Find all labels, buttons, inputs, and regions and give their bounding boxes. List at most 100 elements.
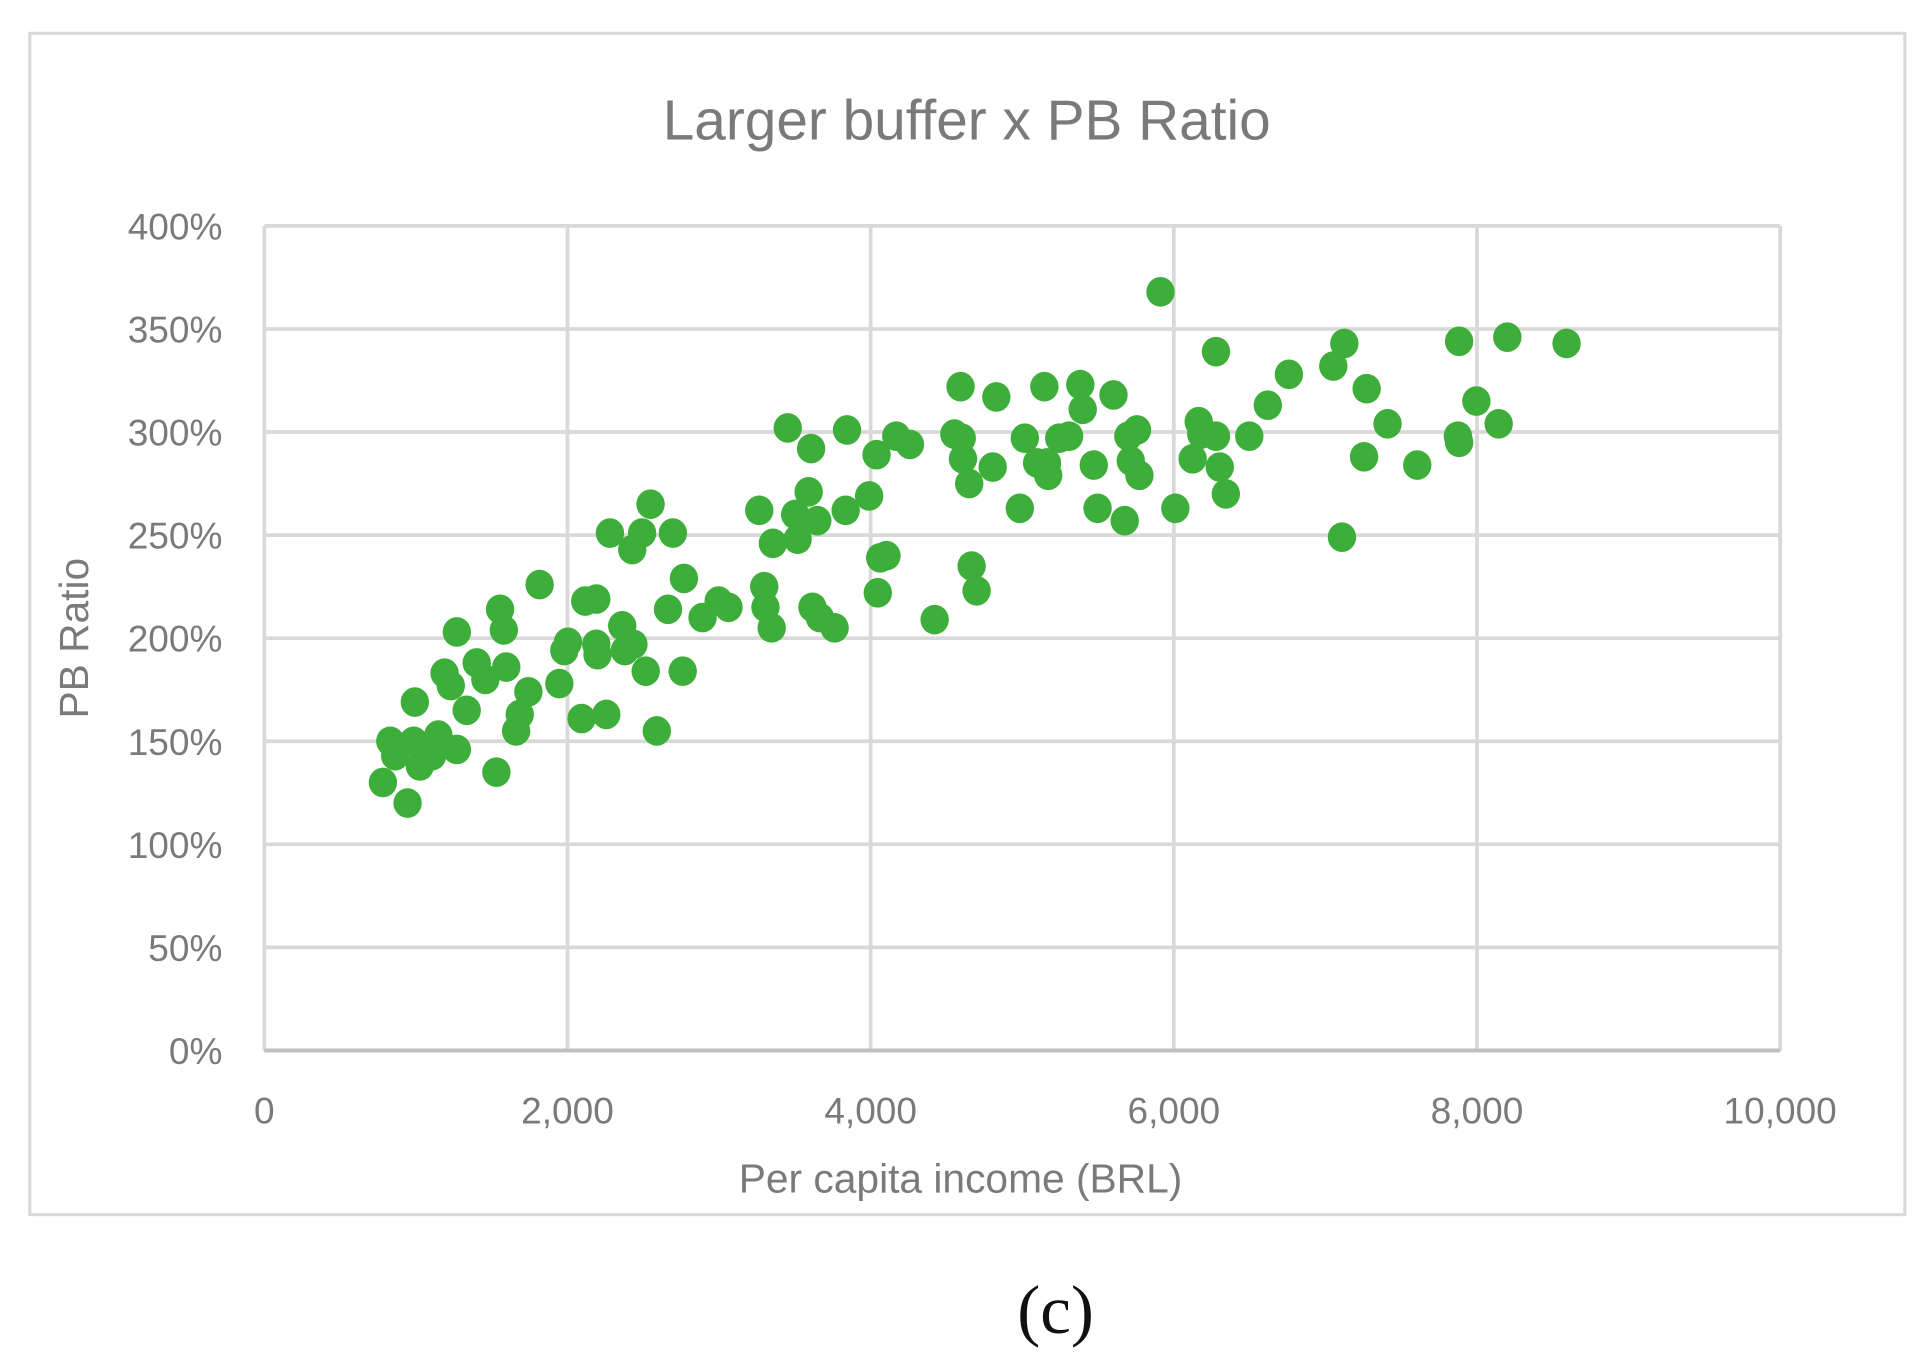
data-point: [1205, 452, 1234, 482]
data-point: [1462, 386, 1491, 416]
x-tick-label: 8,000: [1431, 1089, 1524, 1131]
data-point: [780, 499, 810, 530]
data-point: [1066, 369, 1095, 400]
data-point: [525, 569, 554, 600]
data-point: [505, 699, 534, 730]
data-point: [948, 444, 978, 474]
data-point: [1033, 460, 1063, 491]
data-point: [962, 575, 991, 606]
data-point: [393, 788, 422, 818]
data-point: [653, 594, 683, 625]
data-point: [863, 578, 892, 608]
data-point: [1327, 522, 1357, 552]
data-point: [489, 615, 519, 645]
y-tick-label: 50%: [148, 927, 222, 969]
data-point: [872, 540, 901, 571]
data-point: [583, 639, 612, 670]
data-point: [831, 495, 860, 526]
data-point: [1444, 326, 1474, 357]
data-point: [745, 495, 774, 526]
data-point: [1235, 421, 1264, 451]
data-point: [820, 613, 849, 643]
data-point: [631, 656, 660, 686]
x-tick-label: 4,000: [824, 1089, 917, 1131]
data-point: [1054, 421, 1084, 451]
data-point: [1099, 380, 1128, 410]
y-tick-label: 0%: [169, 1030, 223, 1072]
data-point: [1030, 371, 1059, 402]
x-tick-label: 10,000: [1724, 1089, 1837, 1131]
data-point: [714, 592, 743, 623]
y-tick-label: 250%: [128, 515, 223, 557]
data-point: [978, 452, 1007, 482]
data-point: [492, 652, 521, 682]
data-point: [832, 415, 862, 445]
data-point: [668, 656, 697, 686]
data-point: [1349, 441, 1379, 472]
data-point: [1330, 328, 1359, 359]
tick-labels: 0% 50% 100% 150% 200% 250% 300% 350% 400% 0 2,000 4…: [128, 205, 1837, 1131]
data-point: [946, 371, 975, 402]
data-point: [582, 584, 611, 614]
data-point: [642, 716, 671, 746]
data-point: [592, 699, 621, 730]
data-point: [1146, 277, 1175, 307]
data-point: [1005, 493, 1035, 524]
data-point: [627, 518, 657, 548]
data-point: [482, 757, 511, 787]
data-point: [1201, 421, 1231, 451]
data-point: [1079, 450, 1108, 480]
data-point: [854, 481, 884, 511]
y-tick-label: 100%: [128, 824, 223, 866]
x-tick-label: 2,000: [521, 1089, 614, 1131]
data-point: [442, 734, 472, 765]
data-point: [452, 695, 481, 726]
data-point: [1083, 493, 1112, 524]
data-point: [758, 528, 788, 559]
data-point: [920, 604, 949, 635]
x-tick-label: 6,000: [1128, 1089, 1221, 1131]
data-point: [803, 505, 832, 536]
data-point: [545, 668, 574, 699]
data-point: [794, 477, 823, 507]
data-point: [514, 676, 543, 707]
data-point: [1122, 415, 1152, 445]
y-tick-label: 300%: [128, 412, 223, 454]
y-tick-label: 200%: [128, 618, 223, 660]
chart-border: [28, 31, 1907, 1217]
data-point: [1373, 408, 1402, 439]
x-tick-label: 0: [254, 1089, 275, 1131]
y-tick-label: 400%: [128, 205, 223, 247]
data-point: [773, 413, 802, 443]
data-point: [1161, 493, 1190, 524]
gridlines: [262, 224, 1783, 1053]
data-point: [957, 551, 986, 581]
data-point: [1201, 336, 1231, 367]
data-point: [862, 439, 891, 470]
data-point: [1403, 450, 1432, 480]
figure-caption: (c): [1017, 1271, 1094, 1348]
data-point: [1125, 460, 1154, 491]
data-point: [757, 613, 786, 643]
y-tick-label: 350%: [128, 309, 223, 351]
data-point: [1352, 373, 1381, 404]
data-point: [1010, 423, 1040, 454]
data-point: [1552, 328, 1581, 359]
y-tick-label: 150%: [128, 721, 223, 763]
data-point: [1110, 505, 1139, 536]
x-axis-title: Per capita income (BRL): [739, 1155, 1183, 1201]
data-point: [982, 382, 1011, 412]
data-point: [636, 489, 665, 519]
data-point: [1274, 359, 1304, 390]
chart-title: Larger buffer x PB Ratio: [663, 89, 1271, 152]
data-point: [368, 767, 398, 798]
y-axis-title: PB Ratio: [51, 558, 97, 719]
data-point: [796, 433, 826, 464]
data-point: [595, 518, 625, 548]
data-point: [442, 617, 472, 647]
data-point: [1319, 351, 1348, 381]
data-point: [553, 627, 583, 658]
data-point: [436, 670, 465, 701]
data-point: [1068, 394, 1097, 425]
